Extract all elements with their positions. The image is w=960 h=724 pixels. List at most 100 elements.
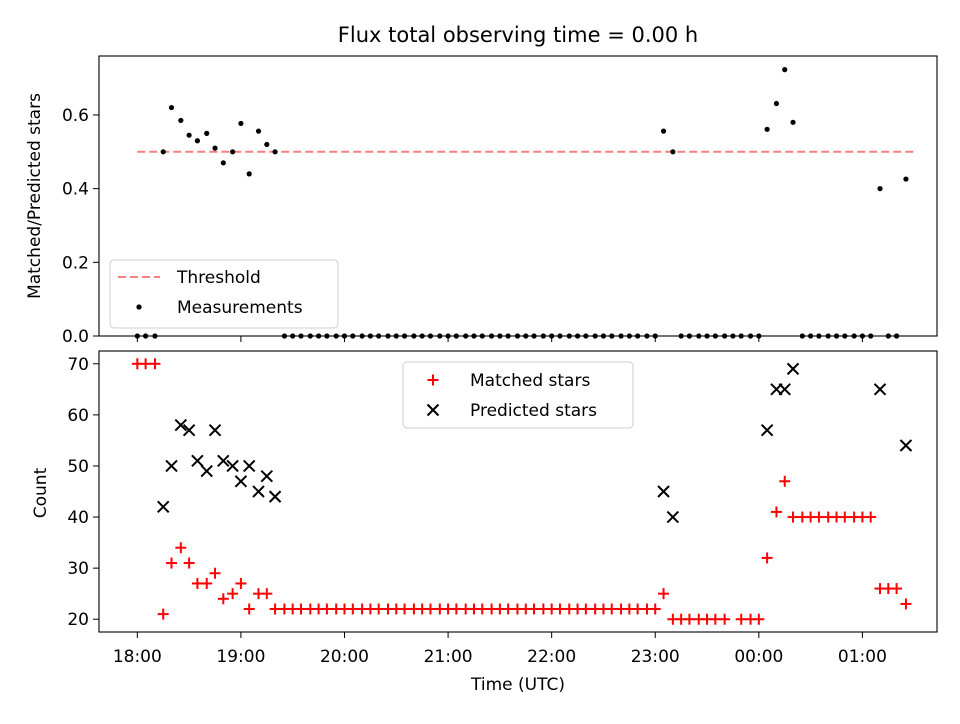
matched-point (201, 577, 213, 589)
measurement-point (877, 186, 883, 192)
predicted-point-b (182, 423, 196, 437)
predicted-point-b (157, 500, 170, 514)
matched-point (295, 603, 307, 615)
predicted-point-b (208, 423, 222, 437)
bottom-x-tick-label: 21:00 (424, 647, 473, 667)
matched-point (347, 603, 359, 615)
matched-point (770, 506, 782, 518)
bottom-y-tick-label: 60 (67, 406, 89, 426)
matched-point (269, 603, 281, 615)
matched-point (839, 511, 851, 523)
bottom-legend: Matched stars Predicted stars (402, 361, 634, 429)
predicted-point-b (873, 383, 887, 396)
matched-point (658, 588, 670, 600)
top-panel: 0.0 0.2 0.4 0.6 Matched/Predicted stars Thr… (25, 55, 938, 347)
matched-point (261, 588, 273, 600)
bottom-y-tick-label: 70 (67, 355, 89, 375)
matched-point (209, 567, 221, 579)
predicted-point (200, 464, 213, 478)
matched-point (528, 603, 540, 615)
measurement-point (670, 149, 676, 155)
predicted-point (899, 439, 913, 452)
predicted-point-b (268, 490, 282, 503)
measurement-point (186, 132, 192, 138)
predicted-point (191, 454, 204, 468)
predicted-point-b (666, 510, 680, 524)
bottom-x-tick-label: 00:00 (734, 647, 783, 667)
predicted-point (234, 475, 248, 488)
predicted-point (165, 459, 178, 473)
matched-point (779, 475, 791, 487)
matched-point (554, 603, 566, 615)
measurement-point (773, 100, 780, 107)
matched-point (787, 511, 799, 523)
measurement-point (255, 128, 262, 134)
top-axes: 0.0 0.2 0.4 0.6 (62, 55, 938, 347)
measurement-point (790, 119, 796, 125)
matched-point (227, 588, 239, 600)
matched-point (649, 603, 661, 615)
count-points (131, 358, 913, 625)
top-legend: Threshold Measurements (109, 259, 339, 329)
measurement-point (246, 171, 252, 177)
predicted-point (260, 469, 274, 483)
legend-predicted-label: Predicted stars (470, 401, 597, 421)
bottom-x-tick-label: 23:00 (631, 647, 680, 667)
measurement-point (204, 130, 210, 136)
measurement-point (264, 141, 270, 148)
matched-point (813, 511, 825, 523)
predicted-point (157, 500, 170, 514)
matched-point (865, 511, 877, 523)
matched-point (424, 603, 436, 615)
legend-matched-label: Matched stars (470, 371, 590, 391)
predicted-point-b (252, 485, 265, 498)
predicted-point (252, 485, 265, 498)
matched-point (140, 358, 152, 370)
predicted-point (226, 459, 239, 473)
top-y-tick-label: 0.4 (62, 180, 89, 200)
measurement-point (194, 138, 201, 144)
predicted-point-b (226, 459, 239, 473)
predicted-point-b (191, 454, 204, 468)
matched-point (761, 552, 773, 564)
matched-point (476, 603, 488, 615)
bottom-y-tick-label: 20 (67, 610, 89, 630)
top-legend-box (109, 259, 339, 329)
predicted-point (666, 510, 680, 524)
measurement-point (782, 67, 788, 73)
predicted-point-b (165, 459, 178, 473)
matched-point (719, 613, 731, 625)
measurement-point (168, 104, 175, 111)
matched-point (891, 583, 903, 595)
measurement-point (272, 149, 278, 155)
top-y-tick-label: 0.6 (62, 106, 89, 126)
top-y-tick-label: 0.0 (62, 327, 89, 347)
matched-point (753, 613, 765, 625)
legend-predicted-swatch-b (426, 403, 440, 417)
matched-point (683, 613, 695, 625)
top-axes-frame (98, 55, 938, 337)
matched-point (321, 603, 333, 615)
x-axis-label: Time (UTC) (470, 675, 565, 695)
matched-point (632, 603, 644, 615)
predicted-point (208, 423, 222, 437)
bottom-x-tick-label: 18:00 (113, 647, 162, 667)
predicted-point (182, 423, 196, 437)
bottom-x-tick-label: 01:00 (838, 647, 887, 667)
predicted-point (760, 423, 774, 437)
matched-point (183, 557, 195, 569)
predicted-point (657, 485, 670, 498)
measurement-points (134, 67, 909, 339)
matched-point (399, 603, 411, 615)
chart-title: Flux total observing time = 0.00 h (338, 23, 698, 47)
bottom-legend-box (402, 361, 634, 429)
bottom-y-axis-label: Count (31, 467, 51, 518)
matched-point (900, 598, 912, 610)
predicted-point-b (242, 459, 256, 473)
measurement-point (178, 117, 184, 124)
matched-point (373, 603, 385, 615)
predicted-point-b (174, 418, 188, 432)
predicted-point-b (657, 485, 670, 498)
predicted-point-b (217, 454, 230, 468)
